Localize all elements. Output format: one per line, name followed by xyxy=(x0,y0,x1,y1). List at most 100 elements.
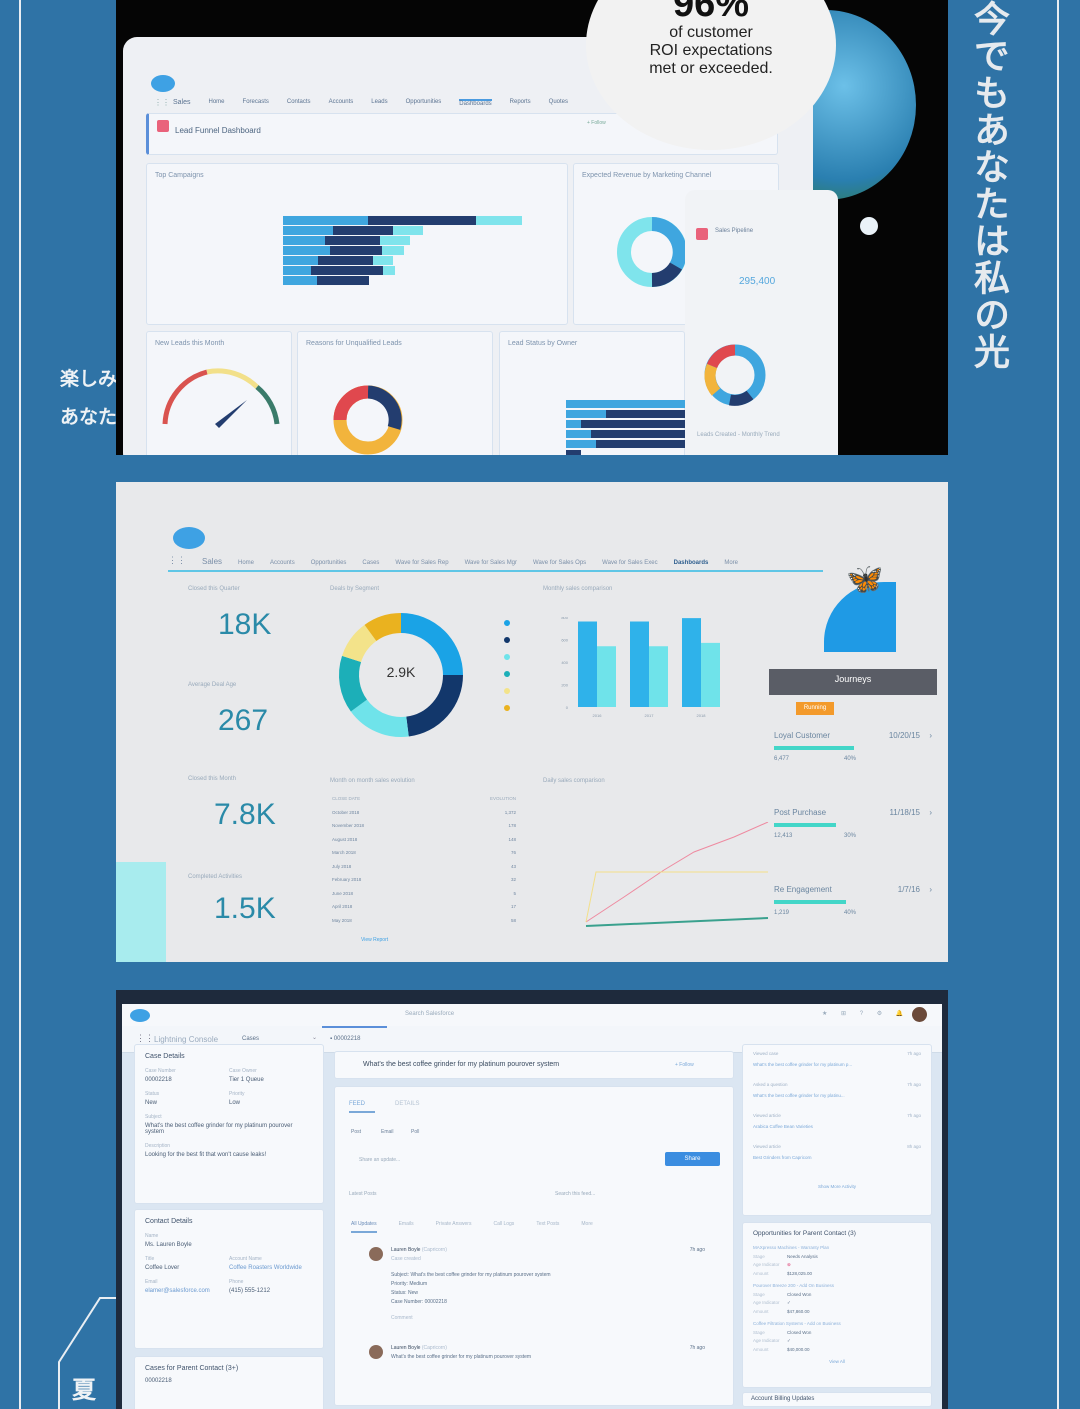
revenue-donut-chart xyxy=(617,217,687,287)
nav-item[interactable]: Reports xyxy=(509,99,531,105)
leads-gauge xyxy=(162,368,280,428)
table-cell: March 2018 xyxy=(332,850,356,855)
lyric-bottom-char: 夏 xyxy=(72,1376,96,1404)
user-avatar[interactable] xyxy=(912,1007,927,1022)
opportunity-item[interactable]: Pourover Breeze 200 - Add On Business Sta… xyxy=(753,1283,921,1314)
tab-details[interactable]: DETAILS xyxy=(395,1101,420,1107)
sort-dropdown[interactable]: Latest Posts xyxy=(349,1191,377,1197)
app-launcher-icon[interactable]: ⋮⋮ xyxy=(168,555,186,565)
opportunity-item[interactable]: MAXpresso Machines - Warranty Plan Stage N… xyxy=(753,1245,921,1276)
filter[interactable]: Emails xyxy=(398,1221,414,1227)
table-row: April 2018 17 xyxy=(332,904,516,918)
follow-button[interactable]: + Follow xyxy=(587,120,606,126)
chevron-right-icon: › xyxy=(929,731,932,740)
salesforce-logo xyxy=(173,527,205,549)
nav-item[interactable]: Opportunities xyxy=(405,99,442,105)
case-tab[interactable]: ▪ 00002218 xyxy=(322,1026,387,1053)
activity-item[interactable]: Viewed article 8h ago Best Grinders from C… xyxy=(753,1144,921,1184)
show-more-link[interactable]: Show More Activity xyxy=(817,1184,856,1189)
table-title: Month on month sales evolution xyxy=(330,778,415,784)
table-cell: 43 xyxy=(510,863,516,869)
lyric-line-2: あなた xyxy=(60,406,118,428)
nav-item[interactable]: More xyxy=(724,560,738,566)
nav-item[interactable]: Leads xyxy=(371,99,388,105)
post-author[interactable]: Lauren Boyle xyxy=(391,1247,421,1253)
field-value: Looking for the best fit that won't caus… xyxy=(145,1152,267,1158)
opportunity-name[interactable]: Pourover Breeze 200 - Add On Business xyxy=(753,1283,835,1288)
table-cell: EVOLUTION xyxy=(489,796,516,801)
app-launcher-icon[interactable]: ⋮⋮ xyxy=(136,1033,154,1043)
nav-item[interactable]: Home xyxy=(208,99,225,105)
field-label: Name xyxy=(145,1233,159,1239)
journey-item[interactable]: Post Purchase 11/18/15 › 12,413 30% xyxy=(774,808,934,839)
publisher-post[interactable]: Post xyxy=(351,1129,362,1135)
opportunity-name[interactable]: MAXpresso Machines - Warranty Plan xyxy=(753,1245,830,1250)
nav-item[interactable]: Quotes xyxy=(548,99,569,105)
journey-item[interactable]: Loyal Customer 10/20/15 › 6,477 40% xyxy=(774,731,934,762)
table-row: March 2018 76 xyxy=(332,850,516,864)
nav-item[interactable]: Home xyxy=(238,560,255,566)
dashboard-icon xyxy=(157,120,169,132)
nav-item[interactable]: Contacts xyxy=(286,99,311,105)
activity-item[interactable]: Asked a question 7h ago What's the best co… xyxy=(753,1082,921,1113)
view-all-link[interactable]: View All xyxy=(829,1359,845,1364)
tab-feed[interactable]: FEED xyxy=(349,1101,375,1113)
post-author[interactable]: Lauren Boyle xyxy=(391,1345,421,1351)
table-cell: October 2018 xyxy=(332,809,360,815)
global-search[interactable]: Search Salesforce xyxy=(405,1011,455,1017)
donut-legend xyxy=(504,606,510,722)
filter[interactable]: More xyxy=(581,1221,593,1227)
opportunity-name[interactable]: Coffee Filtration Systems - Add on Busin… xyxy=(753,1321,841,1326)
nav-item[interactable]: Wave for Sales Rep xyxy=(395,560,449,566)
publisher-poll[interactable]: Poll xyxy=(411,1129,420,1135)
nav-item[interactable]: Wave for Sales Exec xyxy=(602,560,658,566)
email-link[interactable]: elamer@salesforce.com xyxy=(145,1288,210,1294)
butterfly-icon: 🦋 xyxy=(846,563,884,596)
checkmark-icon: ✓ xyxy=(787,1338,791,1343)
filter[interactable]: Text Posts xyxy=(536,1221,560,1227)
view-report-link[interactable]: View Report xyxy=(361,937,389,943)
feed-card: FEED DETAILS Post Email Poll Share an up… xyxy=(334,1086,734,1406)
filter[interactable]: Private Answers xyxy=(435,1221,472,1227)
nav-item[interactable]: Wave for Sales Mgr xyxy=(464,560,518,566)
activity-time: 7h ago xyxy=(907,1082,921,1087)
activity-item[interactable]: Viewed case 7h ago What's the best coffee … xyxy=(753,1051,921,1082)
post-action: What's the best coffee grinder for my pl… xyxy=(391,1354,532,1360)
nav-item-active[interactable]: Dashboards xyxy=(459,99,492,107)
frame-line-right xyxy=(1057,0,1059,1409)
header-icons[interactable]: ★ ⊞ ? ⚙ 🔔 xyxy=(822,1011,910,1017)
card-title: Account Billing Updates xyxy=(751,1396,815,1402)
nav-item[interactable]: Opportunities xyxy=(310,560,347,566)
activity-time: 7h ago xyxy=(907,1113,921,1118)
follow-button[interactable]: + Follow xyxy=(675,1062,694,1068)
nav-item[interactable]: Accounts xyxy=(270,560,295,566)
search-feed-input[interactable]: Search this feed... xyxy=(555,1191,596,1197)
case-number-link[interactable]: 00002218 xyxy=(145,1378,172,1384)
nav-item[interactable]: Forecasts xyxy=(242,99,269,105)
donut-slice xyxy=(350,699,409,737)
y-tick-label: 0 xyxy=(566,705,569,710)
comment-button[interactable]: Comment xyxy=(391,1315,413,1321)
nav-item[interactable]: Accounts xyxy=(328,99,354,105)
frame-corner-line xyxy=(58,1297,130,1409)
journey-item[interactable]: Re Engagement 1/7/16 › 1,219 40% xyxy=(774,885,934,916)
opportunity-item[interactable]: Coffee Filtration Systems - Add on Busin… xyxy=(753,1321,921,1352)
publisher-email[interactable]: Email xyxy=(381,1129,394,1135)
age-indicator-icon: ⊗ xyxy=(787,1262,791,1267)
filter-all-updates[interactable]: All Updates xyxy=(351,1221,377,1233)
donut-slice xyxy=(342,624,377,663)
journey-count: 1,219 xyxy=(774,910,790,916)
nav-item[interactable]: Cases xyxy=(362,560,380,566)
nav-item-active[interactable]: Dashboards xyxy=(673,560,709,566)
table-row: June 2018 5 xyxy=(332,891,516,905)
card-title: New Leads this Month xyxy=(155,340,225,347)
chevron-down-icon[interactable]: ⌄ xyxy=(312,1035,318,1041)
field-label: Amount xyxy=(753,1347,769,1352)
activity-item[interactable]: Viewed article 7h ago Arabica Coffee Bean … xyxy=(753,1113,921,1144)
filter[interactable]: Call Logs xyxy=(493,1221,515,1227)
object-selector[interactable]: Cases xyxy=(242,1036,260,1042)
share-button[interactable]: Share xyxy=(665,1152,720,1166)
account-link[interactable]: Coffee Roasters Worldwide xyxy=(229,1265,302,1271)
share-input[interactable]: Share an update... xyxy=(359,1157,401,1163)
nav-item[interactable]: Wave for Sales Ops xyxy=(533,560,587,566)
